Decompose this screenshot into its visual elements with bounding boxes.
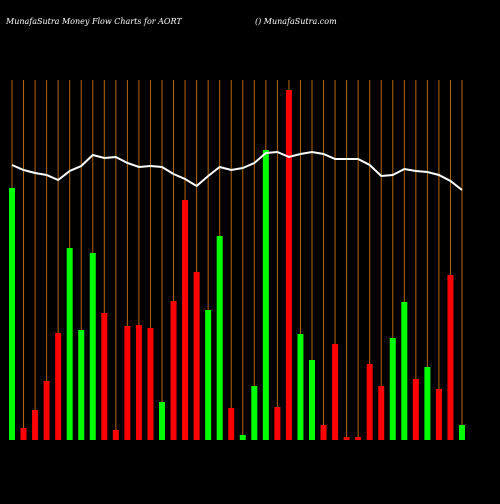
bar — [193, 272, 200, 440]
bar — [112, 430, 119, 440]
bar — [262, 150, 269, 440]
bar — [435, 389, 442, 440]
bar — [366, 364, 373, 440]
bar — [66, 248, 73, 440]
bar — [43, 381, 50, 440]
bar — [412, 379, 419, 440]
bar — [332, 344, 339, 440]
bar — [159, 402, 165, 440]
bar — [205, 310, 212, 440]
chart-title: MunafaSutra Money Flow Charts for AORT — [5, 17, 182, 26]
bar — [389, 338, 396, 440]
bar — [32, 410, 39, 440]
bar — [459, 425, 465, 440]
bar — [424, 367, 431, 440]
bar — [216, 236, 223, 440]
bar — [447, 275, 454, 440]
bar — [239, 435, 246, 440]
bar — [9, 188, 15, 440]
bar — [320, 425, 327, 440]
bar — [378, 386, 385, 440]
bar — [55, 333, 62, 440]
bar — [285, 90, 292, 440]
bar — [251, 386, 258, 440]
bar — [135, 325, 142, 440]
bar — [309, 360, 315, 440]
bar — [170, 301, 177, 440]
money-flow-line — [11, 150, 463, 191]
bar — [355, 437, 362, 440]
bar — [297, 334, 304, 440]
bar — [20, 428, 27, 440]
bar — [147, 328, 154, 440]
bar — [124, 326, 131, 440]
bar — [274, 407, 281, 440]
bar — [228, 408, 235, 440]
bar — [78, 330, 85, 440]
bar — [343, 437, 350, 440]
chart-subtitle: () MunafaSutra.com — [255, 17, 337, 26]
bar — [182, 200, 189, 440]
bar — [401, 302, 408, 440]
bar — [89, 253, 96, 440]
bar — [101, 313, 108, 440]
